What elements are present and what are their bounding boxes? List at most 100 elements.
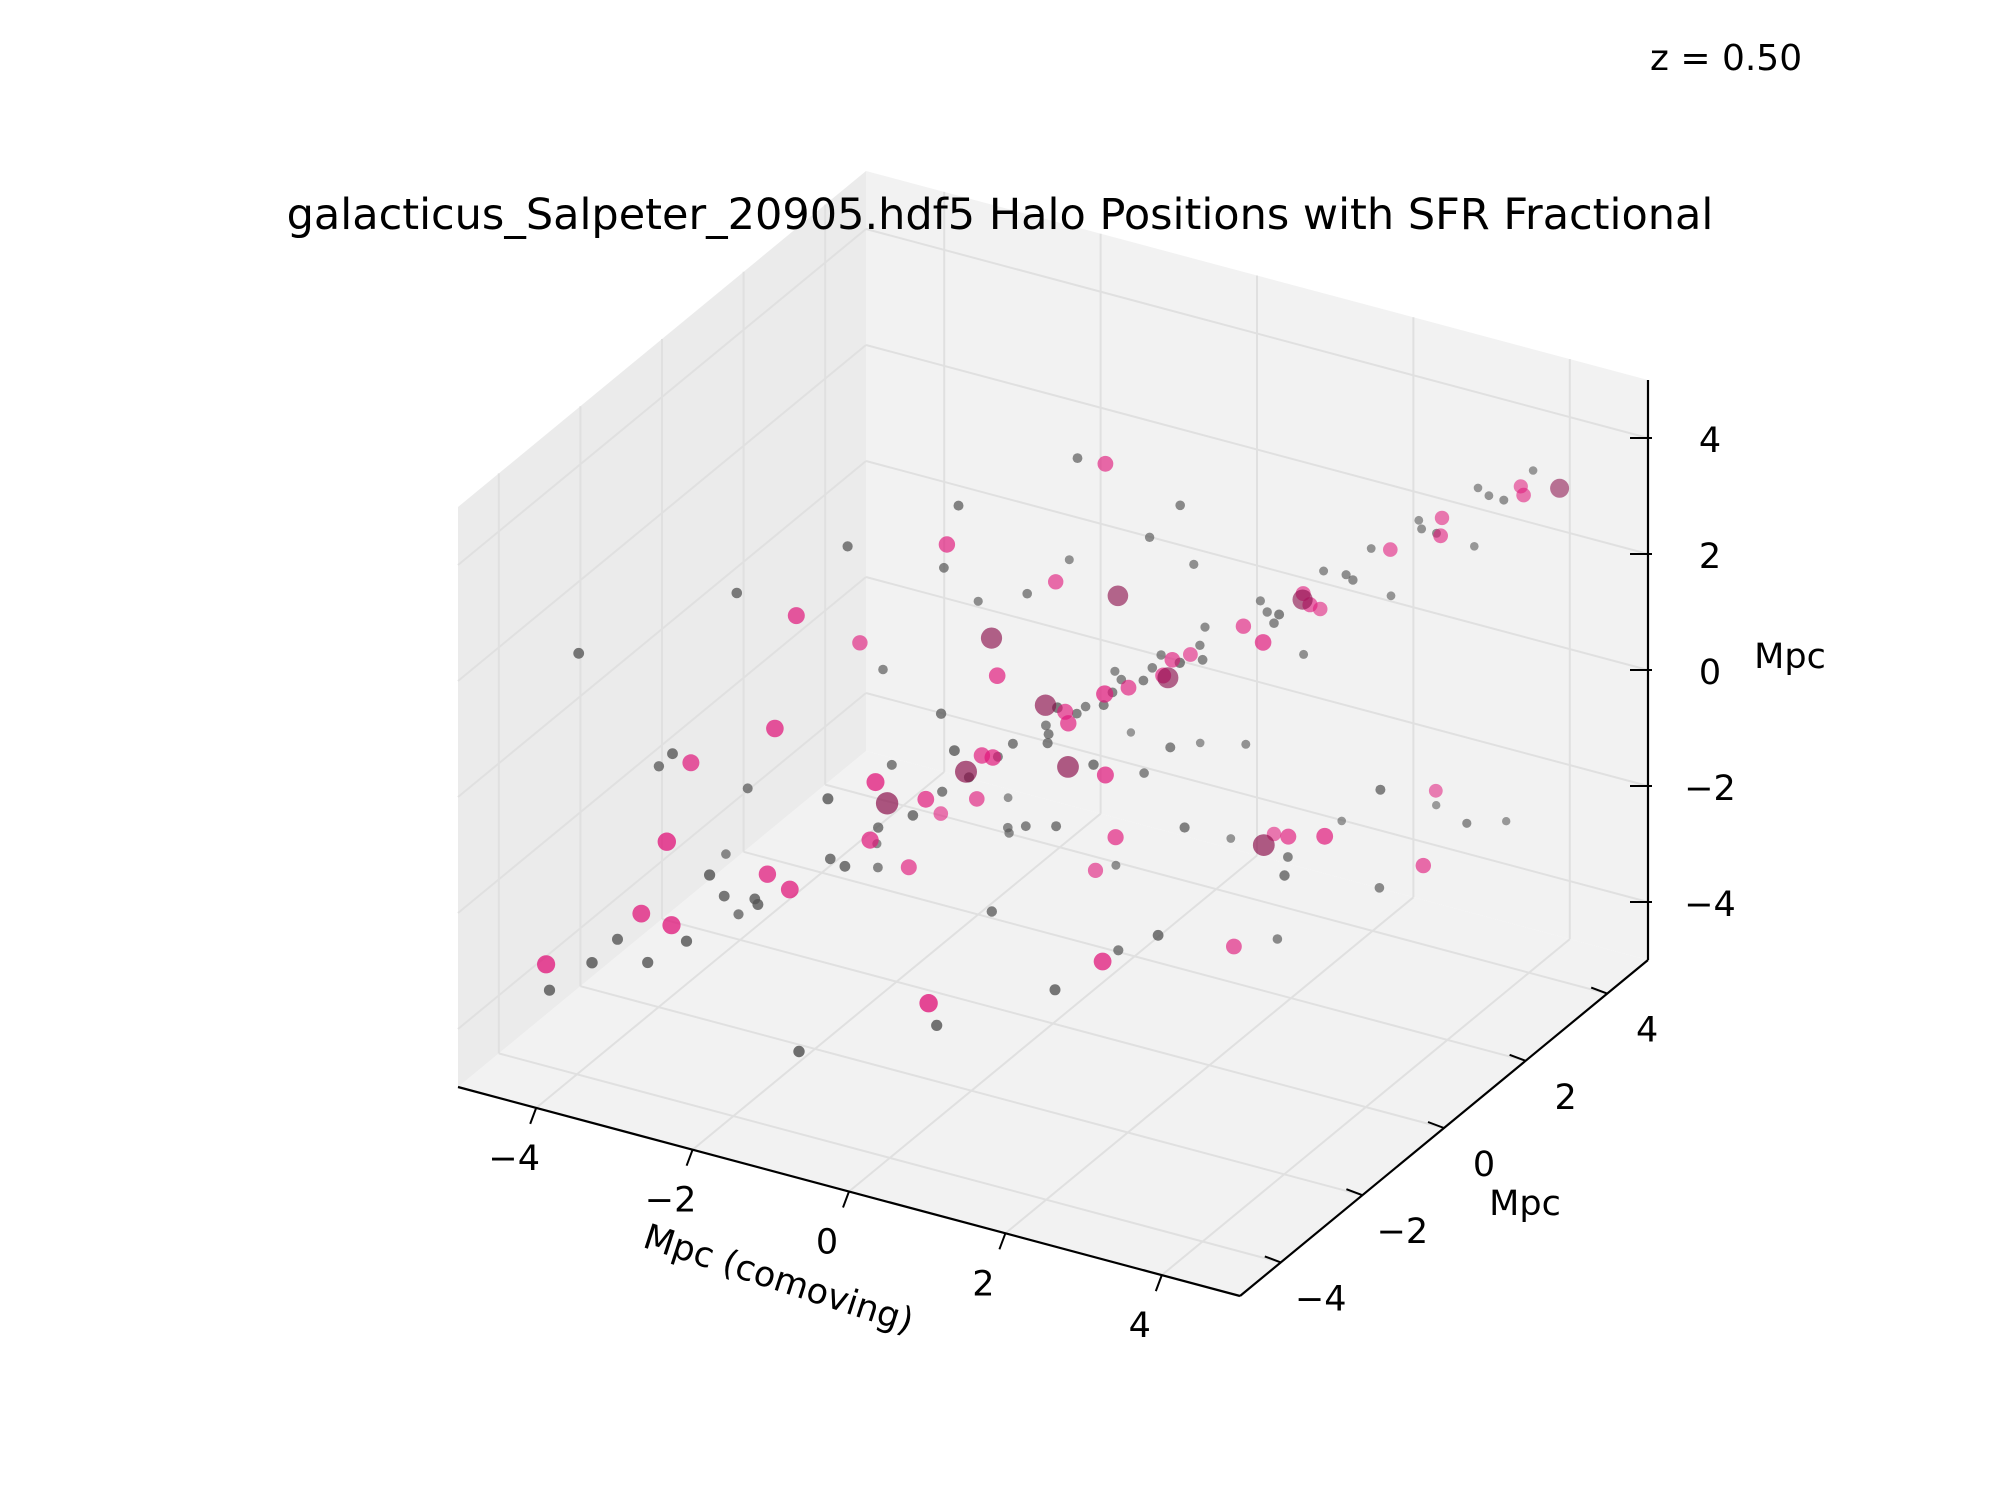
high-sfr-point (955, 760, 977, 783)
star-forming-point (969, 791, 985, 807)
grid-line-y-floor (743, 850, 1526, 1062)
star-forming-point (537, 955, 556, 974)
halo-point (1366, 544, 1376, 553)
x-tick (998, 1232, 1007, 1250)
halo-point (721, 849, 731, 859)
data-points (537, 453, 1570, 1058)
halo-point (1175, 500, 1185, 511)
halo-point (1003, 793, 1013, 803)
star-forming-point (1096, 685, 1114, 703)
halo-point (1484, 491, 1494, 501)
halo-point (1165, 742, 1176, 753)
halo-point (939, 562, 949, 573)
star-forming-point (662, 916, 681, 935)
halo-point (931, 1019, 943, 1031)
grid-line-z-back (865, 228, 1649, 439)
star-forming-point (1434, 510, 1450, 526)
halo-point (1341, 570, 1351, 580)
halo-point (1337, 816, 1346, 826)
grid-line-x-floor (1004, 896, 1415, 1235)
star-forming-point (984, 749, 1002, 766)
star-forming-point (1280, 828, 1297, 845)
star-forming-point (1164, 652, 1181, 668)
halo-point (1386, 591, 1396, 601)
halo-point (1043, 729, 1054, 740)
halo-point (1274, 609, 1285, 620)
z-tick-label: −4 (1684, 885, 1736, 925)
star-forming-point (1107, 829, 1124, 846)
star-forming-point (919, 994, 938, 1013)
grid-line-z-side (457, 460, 867, 798)
halo-point (1470, 542, 1479, 551)
halo-point (1152, 929, 1164, 941)
halo-point (1473, 483, 1483, 493)
star-forming-point (917, 790, 935, 808)
y-axis-label: Mpc (1489, 1184, 1561, 1224)
halo-point (793, 1045, 805, 1058)
high-sfr-point (1550, 478, 1570, 498)
x-tick (529, 1107, 538, 1125)
grid-line-z-back (865, 344, 1649, 555)
halo-point (1283, 852, 1293, 862)
star-forming-point (1087, 862, 1104, 879)
halo-point (718, 890, 730, 902)
halo-point (1080, 701, 1091, 712)
star-forming-point (1060, 715, 1077, 732)
high-sfr-point (1107, 585, 1129, 607)
halo-point (986, 906, 997, 917)
star-forming-point (938, 536, 956, 553)
halo-point (1098, 700, 1109, 711)
x-tick-label: 2 (972, 1264, 994, 1304)
halo-point (1195, 640, 1205, 650)
star-forming-point (933, 806, 949, 821)
star-forming-point (1093, 952, 1112, 971)
y-tick (1590, 986, 1608, 995)
tick-labels: −4 −4 −4 −2 −2 −2 0 0 0 2 2 2 4 4 4 (488, 421, 1735, 1346)
grid-line-y-floor (824, 783, 1608, 995)
star-forming-point (988, 667, 1006, 684)
chart-title: galacticus_Salpeter_20905.hdf5 Halo Posi… (286, 190, 1714, 240)
halo-point (642, 956, 654, 969)
star-forming-point (852, 635, 868, 651)
halo-point (1374, 883, 1385, 893)
halo-point (1020, 821, 1031, 832)
z-tick-label: 0 (1699, 653, 1721, 693)
halo-point (1262, 607, 1272, 617)
halo-point (825, 853, 836, 865)
high-sfr-point (1157, 667, 1179, 689)
y-tick (1264, 1255, 1282, 1264)
star-forming-point (1048, 574, 1064, 590)
halo-point (1147, 663, 1158, 673)
high-sfr-point (1034, 694, 1057, 716)
halo-point (1049, 984, 1061, 996)
star-forming-point (1383, 542, 1398, 557)
halo-point (704, 869, 716, 881)
halo-point (752, 899, 764, 910)
x-tick (685, 1149, 694, 1167)
star-forming-point (1415, 857, 1432, 874)
star-forming-point (657, 832, 676, 851)
halo-point (733, 909, 744, 920)
star-forming-point (1096, 766, 1114, 784)
halo-point (1279, 870, 1290, 881)
halo-point (742, 783, 753, 794)
star-forming-point (1097, 455, 1114, 472)
redshift-label: z = 0.50 (1650, 38, 1803, 79)
axis-lines (457, 380, 1652, 1298)
grid-line-y-floor (661, 918, 1445, 1129)
x-axis-label: Mpc (comoving) (639, 1217, 919, 1342)
halo-point (1003, 822, 1013, 833)
halo-point (586, 957, 598, 969)
halo-point (1144, 532, 1155, 542)
star-forming-point (1312, 601, 1328, 617)
halo-point (1462, 818, 1472, 828)
star-forming-point (1226, 938, 1242, 955)
z-tick-label: 2 (1699, 537, 1721, 577)
grid-line-x-floor (1161, 938, 1571, 1276)
halo-point (1200, 622, 1210, 632)
grid-line-z-side (457, 228, 867, 566)
halo-point (839, 860, 851, 872)
halo-point (1195, 738, 1205, 748)
z-tick-label: 4 (1699, 421, 1721, 461)
halo-point (1502, 817, 1511, 826)
